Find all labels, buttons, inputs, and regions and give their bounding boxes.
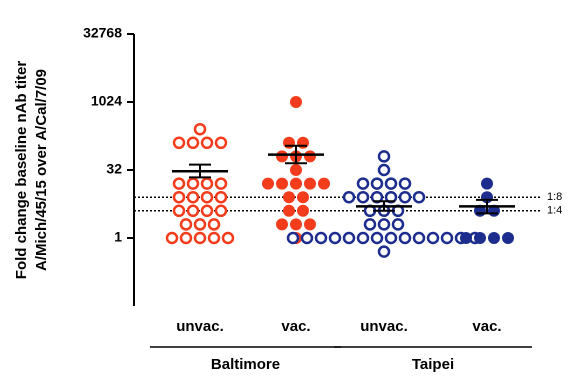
data-point [179, 218, 193, 231]
data-point [356, 231, 370, 245]
data-point [377, 218, 391, 231]
data-point [412, 190, 426, 204]
data-point [502, 232, 514, 244]
y-tick-label: 32 [106, 161, 122, 177]
data-point [391, 218, 405, 231]
data-point [370, 177, 384, 190]
data-point [200, 204, 214, 218]
data-point [200, 177, 214, 190]
data-point [460, 232, 472, 244]
data-point [186, 136, 200, 150]
data-point [328, 231, 342, 245]
data-point [318, 177, 330, 190]
data-point [290, 218, 302, 231]
data-point [179, 231, 193, 245]
data-point [384, 231, 398, 245]
y-axis-label: Fold change baseline nAb titer [13, 61, 30, 280]
data-point [186, 177, 200, 190]
data-point [304, 177, 316, 190]
x-tick-label: vac. [472, 318, 501, 335]
data-point [262, 177, 274, 190]
data-point [283, 204, 295, 217]
data-point [356, 190, 370, 204]
data-point [474, 232, 486, 244]
data-point [384, 177, 398, 190]
data-point [342, 231, 356, 245]
x-tick-label: unvac. [176, 318, 224, 335]
data-point [342, 190, 356, 204]
data-point [290, 164, 302, 176]
data-point [370, 231, 384, 245]
data-point [297, 204, 309, 217]
data-point [214, 204, 228, 218]
y-tick-label: 1 [114, 229, 122, 245]
data-point [165, 231, 179, 245]
data-point [481, 177, 493, 190]
data-point [193, 231, 207, 245]
data-point [398, 190, 412, 204]
data-point [200, 136, 214, 150]
data-point [200, 190, 214, 204]
reference-label: 1:4 [547, 205, 562, 217]
data-point [304, 218, 316, 231]
data-point [283, 136, 295, 149]
x-tick-label: vac. [281, 318, 310, 335]
data-point [440, 231, 454, 245]
data-point [377, 150, 391, 163]
data-point [297, 136, 309, 149]
data-point [377, 163, 391, 177]
data-point [398, 177, 412, 190]
data-point [300, 231, 314, 245]
data-point [214, 177, 228, 190]
data-point [276, 150, 288, 163]
data-point [286, 231, 300, 245]
data-point [426, 231, 440, 245]
data-point [488, 232, 500, 244]
y-tick-label: 1024 [91, 93, 122, 109]
data-point [193, 218, 207, 231]
data-point [221, 231, 235, 245]
data-point [172, 190, 186, 204]
data-point [172, 136, 186, 150]
data-point [304, 150, 316, 163]
data-point [207, 231, 221, 245]
x-tick-label: unvac. [360, 318, 408, 335]
data-point [290, 177, 302, 190]
reference-label: 1:8 [547, 191, 562, 203]
data-point [412, 231, 426, 245]
group-label: Taipei [412, 356, 454, 373]
data-point [356, 177, 370, 190]
data-point [214, 190, 228, 204]
data-point [297, 191, 309, 204]
data-point [207, 218, 221, 231]
data-point [363, 218, 377, 231]
data-point [276, 218, 288, 231]
data-point [186, 190, 200, 204]
data-point [214, 136, 228, 150]
data-point [172, 177, 186, 190]
group-label: Baltimore [211, 356, 280, 373]
data-point [377, 245, 391, 258]
data-point [398, 231, 412, 245]
data-point [283, 191, 295, 204]
data-point [193, 122, 207, 136]
data-point [172, 204, 186, 218]
data-point [290, 96, 302, 108]
y-axis-label: A/Mich/45/15 over A/Cal/7/09 [33, 69, 50, 271]
data-point [314, 231, 328, 245]
data-point [186, 204, 200, 218]
y-tick-label: 32768 [83, 25, 122, 41]
data-point [276, 177, 288, 190]
